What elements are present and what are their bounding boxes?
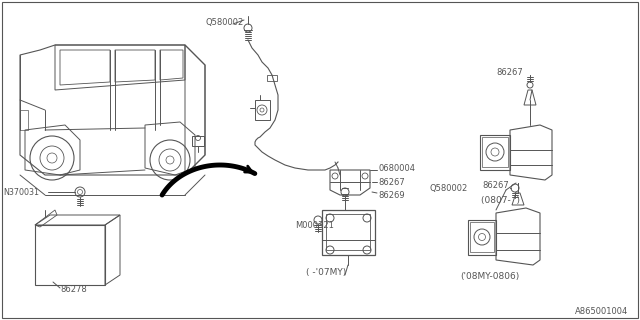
Text: N370031: N370031 [3,188,39,196]
Text: ('08MY-0806): ('08MY-0806) [460,273,520,282]
Text: 0680004: 0680004 [378,164,415,172]
Text: ( -'07MY): ( -'07MY) [306,268,346,276]
Text: 86278: 86278 [60,285,87,294]
Text: 86267: 86267 [497,68,524,76]
Text: 86267: 86267 [378,178,404,187]
Text: A865001004: A865001004 [575,308,628,316]
Bar [326,214,370,250]
Text: (0807-  ): (0807- ) [481,196,520,204]
Text: 86269: 86269 [378,190,404,199]
Text: Q580002: Q580002 [429,183,468,193]
Bar [482,137,508,167]
Bar [192,136,204,146]
Bar [470,222,494,252]
Text: M000321: M000321 [295,220,334,229]
Bar [20,110,28,130]
Text: 86267: 86267 [483,180,509,189]
Text: Q580002: Q580002 [205,18,243,27]
